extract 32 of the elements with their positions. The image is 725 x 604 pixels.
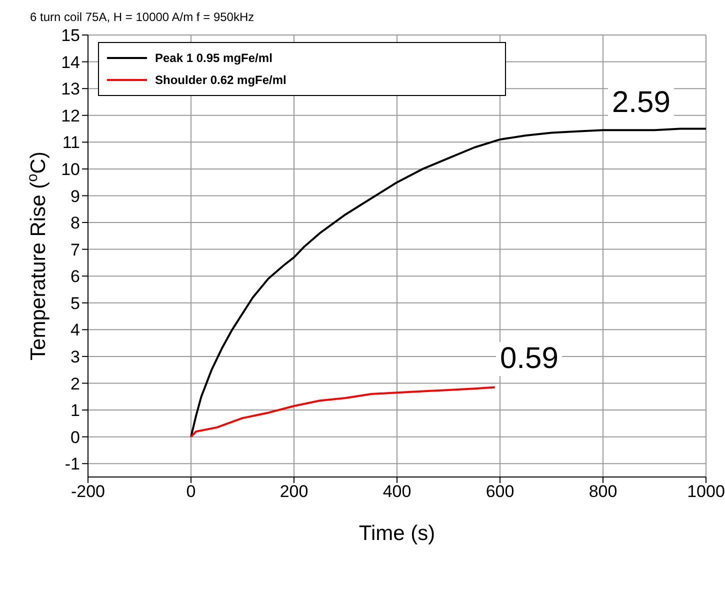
x-tick-label: 400 (382, 482, 412, 502)
line-series (190, 128, 706, 438)
x-tick-label: 0 (186, 482, 196, 502)
x-tick-label: 600 (486, 482, 514, 502)
y-tick-label: 15 (61, 26, 80, 46)
y-tick-label: 9 (70, 186, 80, 206)
annotation: 2.59 (608, 86, 674, 120)
x-tick-label: 200 (280, 482, 308, 502)
y-tick-label: 13 (61, 80, 80, 99)
y-tick-label: 1 (70, 401, 80, 420)
annotation: 0.59 (496, 342, 562, 376)
y-tick-label: 2 (70, 374, 80, 394)
x-axis-title: Time (s) (358, 522, 436, 545)
y-tick-label: 7 (70, 240, 80, 260)
y-tick-label: 4 (70, 320, 80, 340)
x-tick-label: -200 (70, 482, 106, 502)
y-tick-label: 0 (70, 428, 80, 447)
y-tick-label: 3 (70, 347, 80, 366)
y-tick-label: 12 (61, 106, 80, 126)
y-tick-label: 14 (61, 52, 80, 72)
y-tick-label: 6 (70, 267, 80, 286)
legend-label: Peak 1 0.95 mgFe/ml (154, 50, 274, 67)
y-tick-label: 10 (61, 160, 80, 179)
y-tick-label: -1 (64, 454, 80, 474)
y-tick-label: 5 (70, 294, 80, 313)
y-tick-label: 11 (62, 133, 80, 152)
legend-label: Shoulder 0.62 mgFe/ml (154, 72, 288, 89)
x-tick-label: 1000 (687, 482, 725, 502)
chart-title: 6 turn coil 75A, H = 10000 A/m f = 950kHz (29, 9, 256, 26)
line-series (190, 386, 496, 438)
y-tick-label: 8 (70, 214, 80, 233)
x-tick-label: 800 (588, 482, 618, 502)
